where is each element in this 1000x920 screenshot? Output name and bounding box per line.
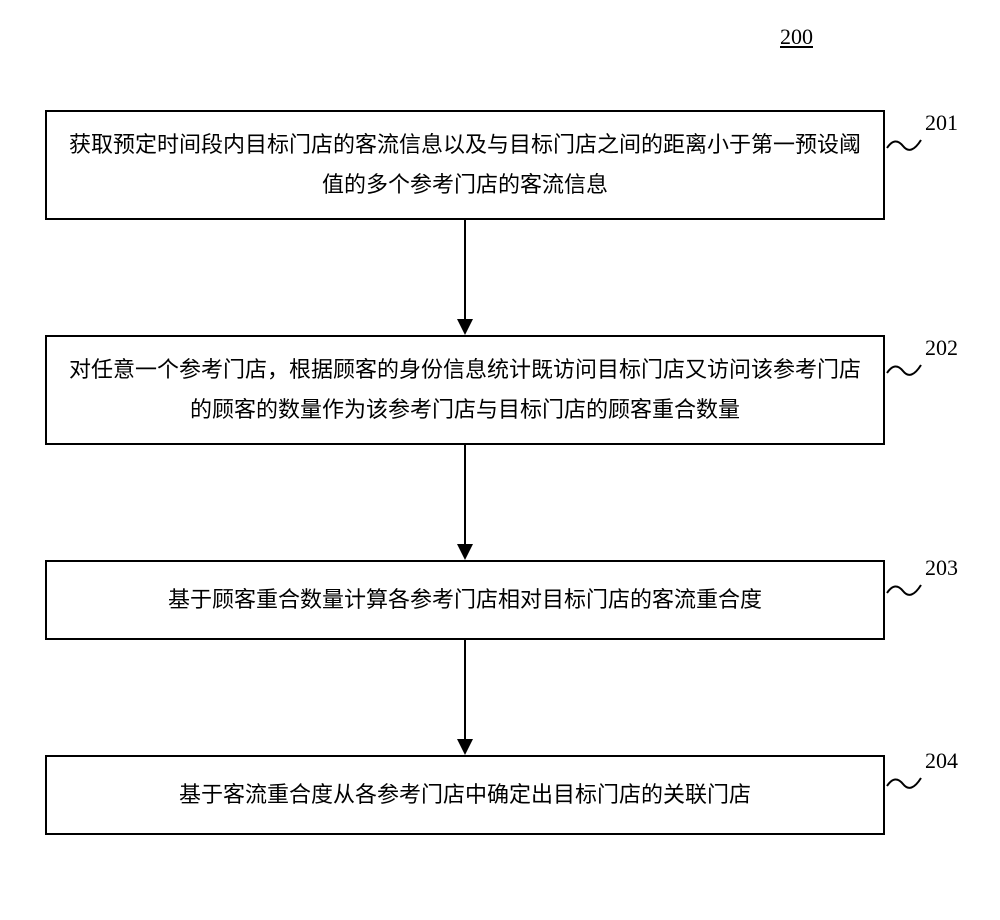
step-box-203: 基于顾客重合数量计算各参考门店相对目标门店的客流重合度: [45, 560, 885, 640]
step-box-202: 对任意一个参考门店，根据顾客的身份信息统计既访问目标门店又访问该参考门店的顾客的…: [45, 335, 885, 445]
step-text: 获取预定时间段内目标门店的客流信息以及与目标门店之间的距离小于第一预设阈值的多个…: [67, 125, 863, 204]
flow-arrow: [450, 445, 480, 560]
flow-arrow: [450, 640, 480, 755]
step-box-204: 基于客流重合度从各参考门店中确定出目标门店的关联门店: [45, 755, 885, 835]
step-text: 基于客流重合度从各参考门店中确定出目标门店的关联门店: [179, 775, 751, 815]
squiggle-connector: [885, 575, 925, 605]
step-text: 对任意一个参考门店，根据顾客的身份信息统计既访问目标门店又访问该参考门店的顾客的…: [67, 350, 863, 429]
squiggle-connector: [885, 355, 925, 385]
step-label-203: 203: [925, 555, 958, 581]
step-text: 基于顾客重合数量计算各参考门店相对目标门店的客流重合度: [168, 580, 762, 620]
step-label-204: 204: [925, 748, 958, 774]
step-box-201: 获取预定时间段内目标门店的客流信息以及与目标门店之间的距离小于第一预设阈值的多个…: [45, 110, 885, 220]
flow-arrow: [450, 220, 480, 335]
flowchart-container: 200 获取预定时间段内目标门店的客流信息以及与目标门店之间的距离小于第一预设阈…: [0, 0, 1000, 920]
squiggle-connector: [885, 130, 925, 160]
figure-number: 200: [780, 24, 813, 50]
step-label-201: 201: [925, 110, 958, 136]
squiggle-connector: [885, 768, 925, 798]
step-label-202: 202: [925, 335, 958, 361]
